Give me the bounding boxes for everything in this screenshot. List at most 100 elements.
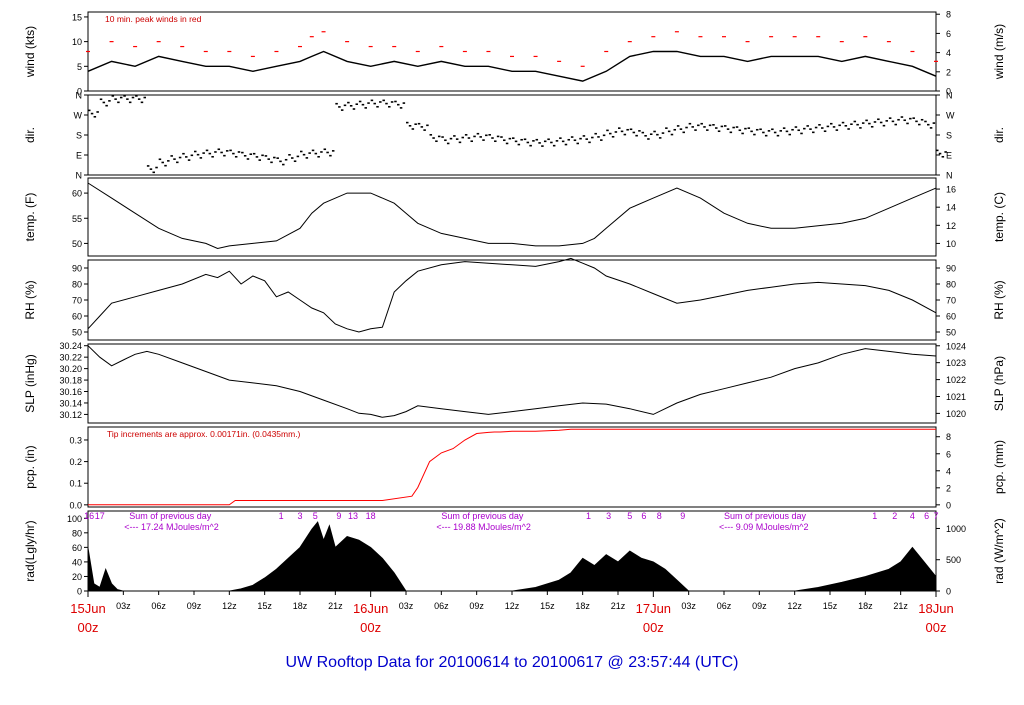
- right-tick-label: 0: [946, 87, 951, 97]
- right-tick-label: S: [946, 131, 952, 141]
- dir-point: [847, 128, 850, 130]
- left-axis-label: pcp. (in): [23, 445, 37, 488]
- x-tick-label: 12z: [505, 601, 520, 611]
- dir-point: [482, 139, 485, 141]
- dir-point: [114, 98, 117, 100]
- x-tick-label: 21z: [893, 601, 908, 611]
- rad-hour-label: 7: [933, 511, 938, 521]
- dir-point: [712, 124, 715, 126]
- left-axis-label: RH (%): [23, 280, 37, 319]
- rad-hour-label: 6: [924, 511, 929, 521]
- right-tick-label: 6: [946, 449, 951, 459]
- dir-point: [656, 133, 659, 136]
- dir-point: [385, 102, 388, 105]
- right-tick-label: 12: [946, 221, 956, 231]
- x-tick-label: 09z: [752, 601, 767, 611]
- right-tick-label: 0: [946, 587, 951, 597]
- rad-hour-label: 6: [641, 511, 646, 521]
- rad-hour-label: 13: [348, 511, 358, 521]
- dir-point: [326, 151, 329, 154]
- dir-point: [376, 105, 379, 108]
- dir-point: [773, 131, 777, 134]
- dir-point: [614, 131, 618, 133]
- left-tick-label: 0.3: [69, 435, 82, 445]
- dir-point: [358, 100, 362, 103]
- x-tick-label: 06z: [151, 601, 166, 611]
- dir-point: [214, 151, 217, 153]
- dir-point: [182, 152, 185, 155]
- right-tick-label: 80: [946, 280, 956, 290]
- dir-point: [338, 106, 341, 108]
- left-axis-label: rad(Lgly/hr): [23, 520, 37, 581]
- dir-point: [131, 96, 135, 99]
- dir-point: [667, 130, 671, 133]
- daily-sum-value: <--- 17.24 MJoules/m^2: [124, 522, 219, 532]
- dir-point: [302, 153, 306, 156]
- dir-point: [879, 121, 883, 124]
- dir-point: [279, 160, 282, 163]
- dir-point: [547, 138, 550, 141]
- dir-point: [352, 108, 356, 110]
- dir-point: [609, 132, 612, 135]
- dir-point: [870, 125, 874, 128]
- x-tick-label: 18z: [858, 601, 873, 611]
- left-tick-label: 70: [72, 296, 82, 306]
- dir-point: [267, 158, 270, 160]
- panel-rh: RH (%) RH (%) 50 60 70 80 90 50 60 70 80 90: [23, 257, 1006, 341]
- dir-point: [653, 130, 656, 133]
- dir-point: [320, 151, 323, 153]
- dir-point: [835, 129, 839, 131]
- dir-point: [308, 152, 311, 154]
- dir-point: [382, 99, 385, 102]
- dir-point: [373, 102, 376, 105]
- dir-point: [102, 101, 106, 104]
- dir-point: [649, 133, 653, 135]
- dir-point: [225, 150, 229, 152]
- dir-point: [732, 126, 735, 129]
- page-title: UW Rooftop Data for 20100614 to 20100617…: [286, 654, 739, 671]
- series-peak: [86, 31, 938, 67]
- dir-point: [944, 151, 947, 153]
- dir-point: [585, 138, 588, 140]
- dir-point: [508, 137, 512, 140]
- dir-point: [803, 127, 806, 130]
- dir-point: [390, 101, 394, 103]
- dir-point: [747, 127, 751, 129]
- x-tick-label: 09z: [469, 601, 484, 611]
- dir-point: [800, 132, 803, 135]
- dir-point: [335, 102, 338, 105]
- dir-point: [694, 129, 697, 131]
- dir-point: [211, 155, 214, 158]
- date-label-hour: 00z: [78, 620, 99, 635]
- dir-point: [467, 137, 471, 139]
- right-tick-label: 0: [946, 500, 951, 510]
- dir-point: [850, 123, 853, 125]
- right-tick-label: 4: [946, 48, 951, 58]
- dir-point: [588, 141, 591, 144]
- dir-point: [464, 134, 468, 136]
- dir-point: [779, 130, 783, 132]
- dir-point: [119, 96, 123, 99]
- series-slp-line: [87, 345, 937, 418]
- dir-point: [435, 140, 438, 143]
- panel-temp: temp. (F) temp. (C) 50 55 60 10 12 14 16: [23, 177, 1006, 257]
- dir-point: [909, 117, 912, 120]
- dir-point: [397, 103, 400, 106]
- daily-sum-value: <--- 19.88 MJoules/m^2: [436, 522, 531, 532]
- dir-point: [164, 164, 167, 167]
- dir-point: [806, 125, 809, 127]
- x-tick-label: 12z: [222, 601, 237, 611]
- left-tick-label: 80: [72, 280, 82, 290]
- dir-point: [343, 104, 347, 107]
- x-tick-label: 06z: [717, 601, 732, 611]
- left-tick-label: 60: [72, 312, 82, 322]
- dir-point: [485, 134, 488, 137]
- dir-point: [494, 140, 497, 143]
- left-tick-label: N: [76, 171, 83, 181]
- dir-point: [676, 125, 680, 127]
- dir-point: [514, 140, 518, 143]
- dir-point: [429, 134, 433, 136]
- date-label-hour: 00z: [926, 620, 947, 635]
- right-tick-label: N: [946, 91, 953, 101]
- dir-point: [738, 129, 742, 132]
